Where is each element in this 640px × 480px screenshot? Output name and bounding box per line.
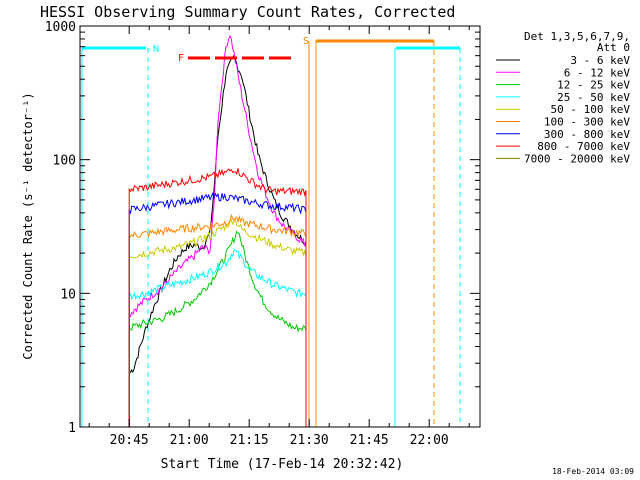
legend-entry-2: 12 - 25 keV xyxy=(557,79,630,92)
legend-title-line-2: Att 0 xyxy=(597,41,630,54)
annotation-S: S xyxy=(303,36,309,47)
x-tick-label-3: 21:30 xyxy=(290,433,329,448)
y-axis: 1 10 100 1000 xyxy=(45,20,480,436)
series-line-4 xyxy=(128,218,307,427)
y-tick-label-2: 100 xyxy=(53,154,76,169)
footer-timestamp: 18-Feb-2014 03:09 xyxy=(552,467,634,476)
legend-entry-1: 6 - 12 keV xyxy=(564,66,631,79)
y-tick-label-3: 1000 xyxy=(45,20,76,35)
x-tick-label-2: 21:15 xyxy=(230,433,269,448)
series-line-5 xyxy=(128,213,307,427)
y-axis-label: Corrected Count Rate (s⁻¹ detector⁻¹) xyxy=(21,92,35,359)
chart-title: HESSI Observing Summary Count Rates, Cor… xyxy=(40,3,455,21)
x-tick-label-5: 22:00 xyxy=(410,433,449,448)
series-line-0 xyxy=(128,54,307,427)
series-line-6 xyxy=(128,192,307,427)
y-tick-label-1: 10 xyxy=(60,287,76,302)
x-axis: 20:45 21:00 21:15 21:30 21:45 22:00 xyxy=(88,26,470,448)
x-tick-label-1: 21:00 xyxy=(170,433,209,448)
series-layer xyxy=(128,34,307,427)
attenuator-overlay: N F S xyxy=(81,36,461,427)
series-line-2 xyxy=(128,230,307,427)
x-axis-label: Start Time (17-Feb-14 20:32:42) xyxy=(161,457,404,472)
series-line-3 xyxy=(128,249,307,427)
legend-entry-8: 7000 - 20000 keV xyxy=(524,152,630,165)
legend-entry-3: 25 - 50 keV xyxy=(557,91,630,104)
y-tick-label-0: 1 xyxy=(68,421,76,436)
legend-entry-5: 100 - 300 keV xyxy=(544,116,630,129)
legend-title-line-1: Det 1,3,5,6,7,9, xyxy=(524,30,630,43)
x-tick-label-4: 21:45 xyxy=(350,433,389,448)
plot-frame xyxy=(79,25,481,428)
series-line-1 xyxy=(128,34,307,427)
annotation-N: N xyxy=(153,44,159,55)
legend-entry-4: 50 - 100 keV xyxy=(551,103,631,116)
annotation-F: F xyxy=(178,53,184,64)
x-tick-label-0: 20:45 xyxy=(110,433,149,448)
series-line-7 xyxy=(128,168,307,427)
legend-entry-7: 800 - 7000 keV xyxy=(537,140,630,153)
legend-entry-0: 3 - 6 keV xyxy=(570,54,630,67)
legend-entry-6: 300 - 800 keV xyxy=(544,128,630,141)
